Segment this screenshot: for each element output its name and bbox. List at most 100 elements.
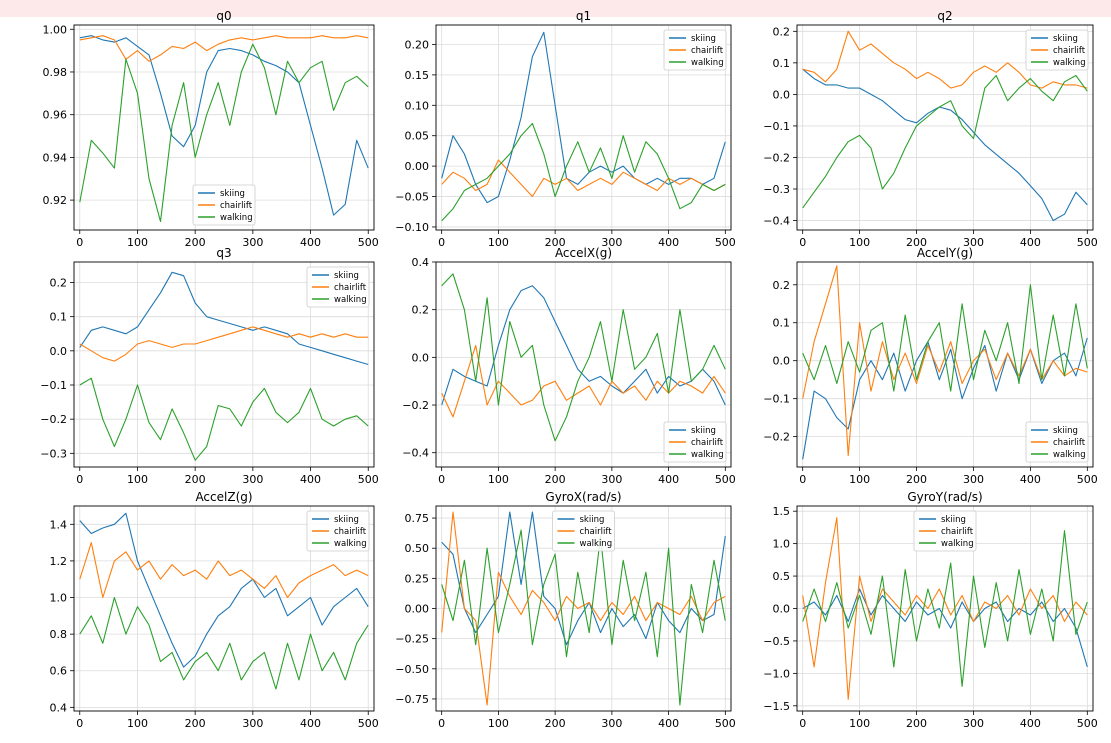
x-tick-label: 200 <box>906 473 927 486</box>
legend-label-chairlift: chairlift <box>691 46 724 56</box>
y-tick-label: −0.3 <box>40 447 67 460</box>
x-tick-label: 500 <box>358 236 379 249</box>
x-tick-label: 500 <box>715 236 736 249</box>
subplot-1: 0 100 200 300 400 500 −0.10 −0.05 0.00 0.05 0.10 0.… <box>395 9 736 249</box>
series-line-walking <box>441 529 726 706</box>
y-tick-label: −0.1 <box>763 393 790 406</box>
legend-box <box>1025 421 1089 463</box>
legend-label-skiing: skiing <box>220 189 245 199</box>
y-tick-label: 0.1 <box>773 57 791 70</box>
y-tick-label: 0.2 <box>773 25 791 38</box>
y-tick-label: 0.8 <box>50 628 68 641</box>
legend-label-chairlift: chairlift <box>1053 438 1086 448</box>
legend-label-walking: walking <box>1053 450 1086 460</box>
y-tick-label: −0.2 <box>763 431 790 444</box>
legend: skiing chairlift walking <box>552 510 615 552</box>
y-tick-label: −0.2 <box>402 399 429 412</box>
legend-box <box>552 510 615 552</box>
x-tick-label: 500 <box>1077 717 1098 730</box>
legend-label-chairlift: chairlift <box>691 438 724 448</box>
y-tick-label: 0.94 <box>43 151 68 164</box>
y-tick-label: −0.1 <box>40 379 67 392</box>
y-tick-label: 0.0 <box>773 355 791 368</box>
y-tick-label: −1.0 <box>763 667 790 680</box>
y-tick-label: −0.4 <box>763 215 790 228</box>
x-tick-label: 300 <box>963 236 984 249</box>
legend: skiing chairlift walking <box>192 184 256 226</box>
x-tick-label: 200 <box>185 717 206 730</box>
y-tick-label: 0.2 <box>773 279 791 292</box>
y-tick-label: −0.1 <box>763 120 790 133</box>
legend-box <box>192 184 256 226</box>
legend-label-skiing: skiing <box>334 271 359 281</box>
series-line-chairlift <box>441 159 726 198</box>
y-tick-label: 0.5 <box>773 570 791 583</box>
x-tick-label: 300 <box>601 236 622 249</box>
series-line-walking <box>802 74 1088 209</box>
subplot-8: 0 100 200 300 400 500 −1.5 −1.0 −0.5 0.0 0.5 1.0 1.5… <box>763 490 1098 730</box>
subplot-title: q0 <box>216 9 231 23</box>
x-tick-label: 200 <box>545 473 566 486</box>
series-line-chairlift <box>802 517 1088 700</box>
subplot-title: q1 <box>576 9 591 23</box>
series-line-walking <box>441 273 726 442</box>
x-tick-label: 0 <box>799 473 806 486</box>
legend-label-skiing: skiing <box>1053 34 1078 44</box>
legend-box <box>306 266 370 308</box>
top-banner <box>0 0 1111 17</box>
y-tick-label: 1.4 <box>50 518 68 531</box>
x-tick-label: 400 <box>300 473 321 486</box>
x-tick-label: 400 <box>300 236 321 249</box>
y-tick-label: −0.3 <box>763 183 790 196</box>
x-tick-label: 100 <box>127 717 148 730</box>
legend: skiing chairlift walking <box>306 510 370 552</box>
x-tick-label: 200 <box>906 717 927 730</box>
y-tick-label: 0.00 <box>405 160 430 173</box>
subplot-0: 0 100 200 300 400 500 0.92 0.94 0.96 0.98 1.00 q0 sk… <box>43 9 379 249</box>
x-tick-label: 0 <box>799 236 806 249</box>
legend: skiing chairlift walking <box>913 510 977 552</box>
y-tick-label: −0.25 <box>395 633 429 646</box>
series-line-walking <box>79 377 369 461</box>
y-tick-label: 0.2 <box>412 304 430 317</box>
legend-label-skiing: skiing <box>1053 426 1078 436</box>
y-tick-label: 1.00 <box>43 23 68 36</box>
axes-frame <box>435 24 732 231</box>
x-tick-label: 200 <box>545 717 566 730</box>
x-tick-label: 100 <box>488 236 509 249</box>
legend-label-walking: walking <box>941 539 974 549</box>
legend-label-chairlift: chairlift <box>220 201 253 211</box>
x-tick-label: 300 <box>601 717 622 730</box>
y-tick-label: 0.20 <box>405 38 430 51</box>
legend-box <box>913 510 977 552</box>
y-tick-label: −0.4 <box>402 447 429 460</box>
x-tick-label: 100 <box>127 473 148 486</box>
legend-box <box>306 510 370 552</box>
x-tick-label: 0 <box>438 236 445 249</box>
series-line-chairlift <box>802 30 1088 89</box>
y-tick-label: −0.75 <box>395 693 429 706</box>
legend: skiing chairlift walking <box>1025 29 1089 71</box>
x-tick-label: 100 <box>849 473 870 486</box>
series-line-skiing <box>79 271 369 366</box>
series-line-chairlift <box>441 344 726 418</box>
series-line-walking <box>802 530 1088 687</box>
series-line-walking <box>79 596 369 690</box>
legend: skiing chairlift walking <box>663 29 727 71</box>
x-tick-label: 200 <box>185 473 206 486</box>
legend-label-walking: walking <box>220 213 253 223</box>
subplot-title: GyroY(rad/s) <box>907 490 982 504</box>
y-tick-label: 0.10 <box>405 99 430 112</box>
y-tick-label: −0.2 <box>40 413 67 426</box>
x-tick-label: 400 <box>1020 717 1041 730</box>
axes-frame <box>435 261 732 468</box>
series-line-chairlift <box>79 326 369 362</box>
axes-frame <box>73 261 375 468</box>
legend-box <box>1025 29 1089 71</box>
y-tick-label: −0.10 <box>395 221 429 234</box>
legend: skiing chairlift walking <box>663 421 727 463</box>
x-tick-label: 0 <box>438 473 445 486</box>
y-tick-label: 1.5 <box>773 505 791 518</box>
x-tick-label: 400 <box>1020 236 1041 249</box>
